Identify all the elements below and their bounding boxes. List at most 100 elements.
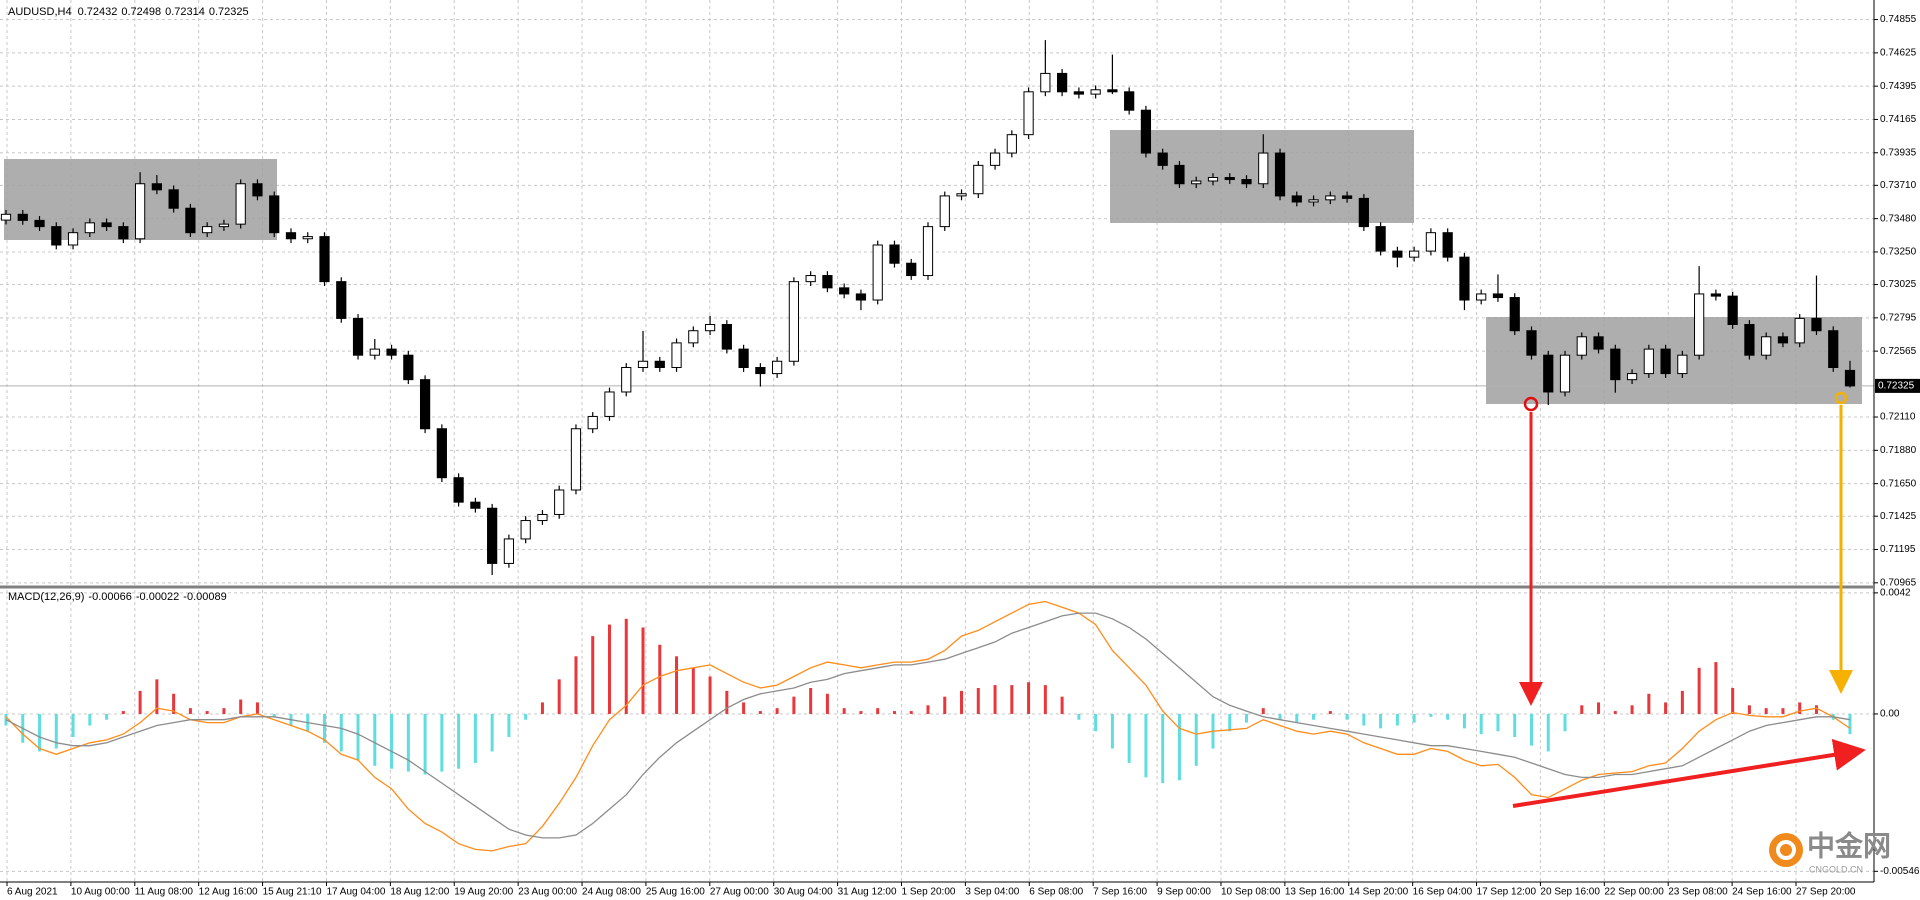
histogram-bar — [1228, 713, 1232, 732]
y-tick-label: 0.71195 — [1880, 544, 1916, 555]
y-tick-label: 0.73025 — [1880, 279, 1917, 290]
x-tick-label: 1 Sep 20:00 — [902, 887, 956, 898]
candle-body — [285, 232, 297, 240]
histogram-bar — [1697, 667, 1701, 714]
histogram-bar — [1412, 713, 1416, 723]
candle-body — [386, 348, 397, 356]
candle-body — [805, 275, 816, 283]
candle-body — [202, 226, 213, 234]
candle-body — [319, 236, 330, 283]
histogram-bar — [859, 711, 863, 714]
candle-body — [1811, 317, 1822, 332]
x-tick-label: 17 Aug 04:00 — [326, 887, 385, 898]
candle-body — [369, 348, 380, 356]
histogram-bar — [1127, 713, 1131, 763]
x-tick-label: 27 Sep 20:00 — [1796, 887, 1856, 898]
candle-body — [654, 360, 665, 368]
histogram-bar — [725, 690, 729, 714]
candle-body — [218, 223, 230, 228]
quote: 0.72432 — [78, 6, 118, 18]
quote: 0.72314 — [165, 6, 205, 18]
histogram-bar — [691, 667, 695, 714]
y-tick-label: 0.72110 — [1880, 412, 1916, 423]
candle-body — [1274, 152, 1286, 197]
histogram-bar — [1496, 713, 1500, 732]
candle-body — [1006, 134, 1017, 154]
candle-body — [1794, 317, 1805, 344]
candle-body — [889, 244, 900, 264]
candle-body — [637, 360, 649, 368]
histogram-bar — [339, 713, 343, 752]
candle-body — [1744, 323, 1755, 356]
candle-body — [1476, 293, 1487, 301]
x-tick-label: 15 Aug 21:10 — [263, 887, 322, 898]
candle-body — [956, 193, 967, 197]
histogram-bar — [792, 696, 796, 714]
x-tick-label: 27 Aug 00:00 — [710, 887, 769, 898]
candle-body — [1543, 354, 1554, 393]
candle-body — [302, 236, 313, 240]
histogram-bar — [390, 713, 394, 769]
histogram-bar — [1077, 713, 1081, 720]
candle-body — [1040, 72, 1051, 93]
histogram-bar — [524, 713, 528, 720]
histogram-bar — [54, 713, 58, 749]
x-tick-label: 24 Aug 08:00 — [582, 887, 641, 898]
histogram-bar — [1731, 688, 1735, 714]
macd-title: MACD(12,26,9) — [8, 591, 84, 603]
histogram-bar — [172, 693, 176, 714]
candle-body — [1459, 256, 1470, 301]
indicator-line — [5, 600, 1851, 852]
histogram-bar — [1429, 713, 1433, 717]
macd-header: MACD(12,26,9) -0.00066 -0.00022 -0.00089 — [8, 591, 227, 603]
x-tick-label: 31 Aug 12:00 — [838, 887, 897, 898]
candle-body — [1056, 72, 1068, 93]
candle-body — [1258, 152, 1269, 185]
y-tick-label: 0.73935 — [1880, 147, 1917, 158]
divergence-arrow — [1512, 738, 1866, 808]
x-tick-label: 18 Aug 12:00 — [390, 887, 449, 898]
candle-body — [1358, 197, 1369, 228]
histogram-bar — [909, 711, 913, 714]
histogram-bar — [490, 713, 494, 752]
candle-body — [419, 379, 431, 430]
x-tick-label: 6 Sep 08:00 — [1029, 887, 1083, 898]
histogram-bar — [1814, 705, 1818, 714]
watermark-logo — [1769, 833, 1803, 867]
y-tick-label: 0.74165 — [1880, 114, 1917, 125]
marks — [0, 40, 1874, 852]
candle-body — [1828, 330, 1839, 368]
histogram-bar — [1110, 713, 1114, 749]
low-marker — [1834, 391, 1848, 405]
histogram-bar — [323, 713, 327, 743]
candle-body — [906, 262, 917, 277]
candle-body — [1291, 195, 1302, 203]
histogram-bar — [255, 702, 259, 714]
histogram-bar — [825, 693, 829, 714]
candle-body — [185, 207, 196, 234]
histogram-bar — [557, 679, 561, 714]
x-tick-label: 23 Aug 00:00 — [518, 887, 577, 898]
x-tick-label: 30 Aug 04:00 — [774, 887, 833, 898]
candle-body — [755, 366, 766, 375]
candle-body — [503, 538, 515, 564]
histogram-bar — [574, 656, 578, 714]
x-tick-label: 13 Sep 16:00 — [1285, 887, 1345, 898]
candle-body — [1207, 177, 1219, 182]
histogram-bar — [1513, 713, 1517, 738]
histogram-bar — [842, 708, 846, 714]
y-tick-label: -0.00546 — [1880, 866, 1920, 877]
candle-body — [1425, 232, 1437, 252]
histogram-bar — [1194, 713, 1198, 766]
histogram-bar — [624, 618, 628, 714]
candle-body — [822, 275, 833, 289]
candle-body — [235, 183, 246, 225]
y-tick-label: 0.73250 — [1880, 247, 1917, 258]
candle-body — [1727, 295, 1738, 325]
y-tick-label: 0.71425 — [1880, 511, 1917, 522]
x-tick-label: 22 Sep 00:00 — [1604, 887, 1664, 898]
histogram-bar — [356, 713, 360, 761]
histogram-bar — [507, 713, 511, 738]
histogram-bar — [675, 656, 679, 714]
